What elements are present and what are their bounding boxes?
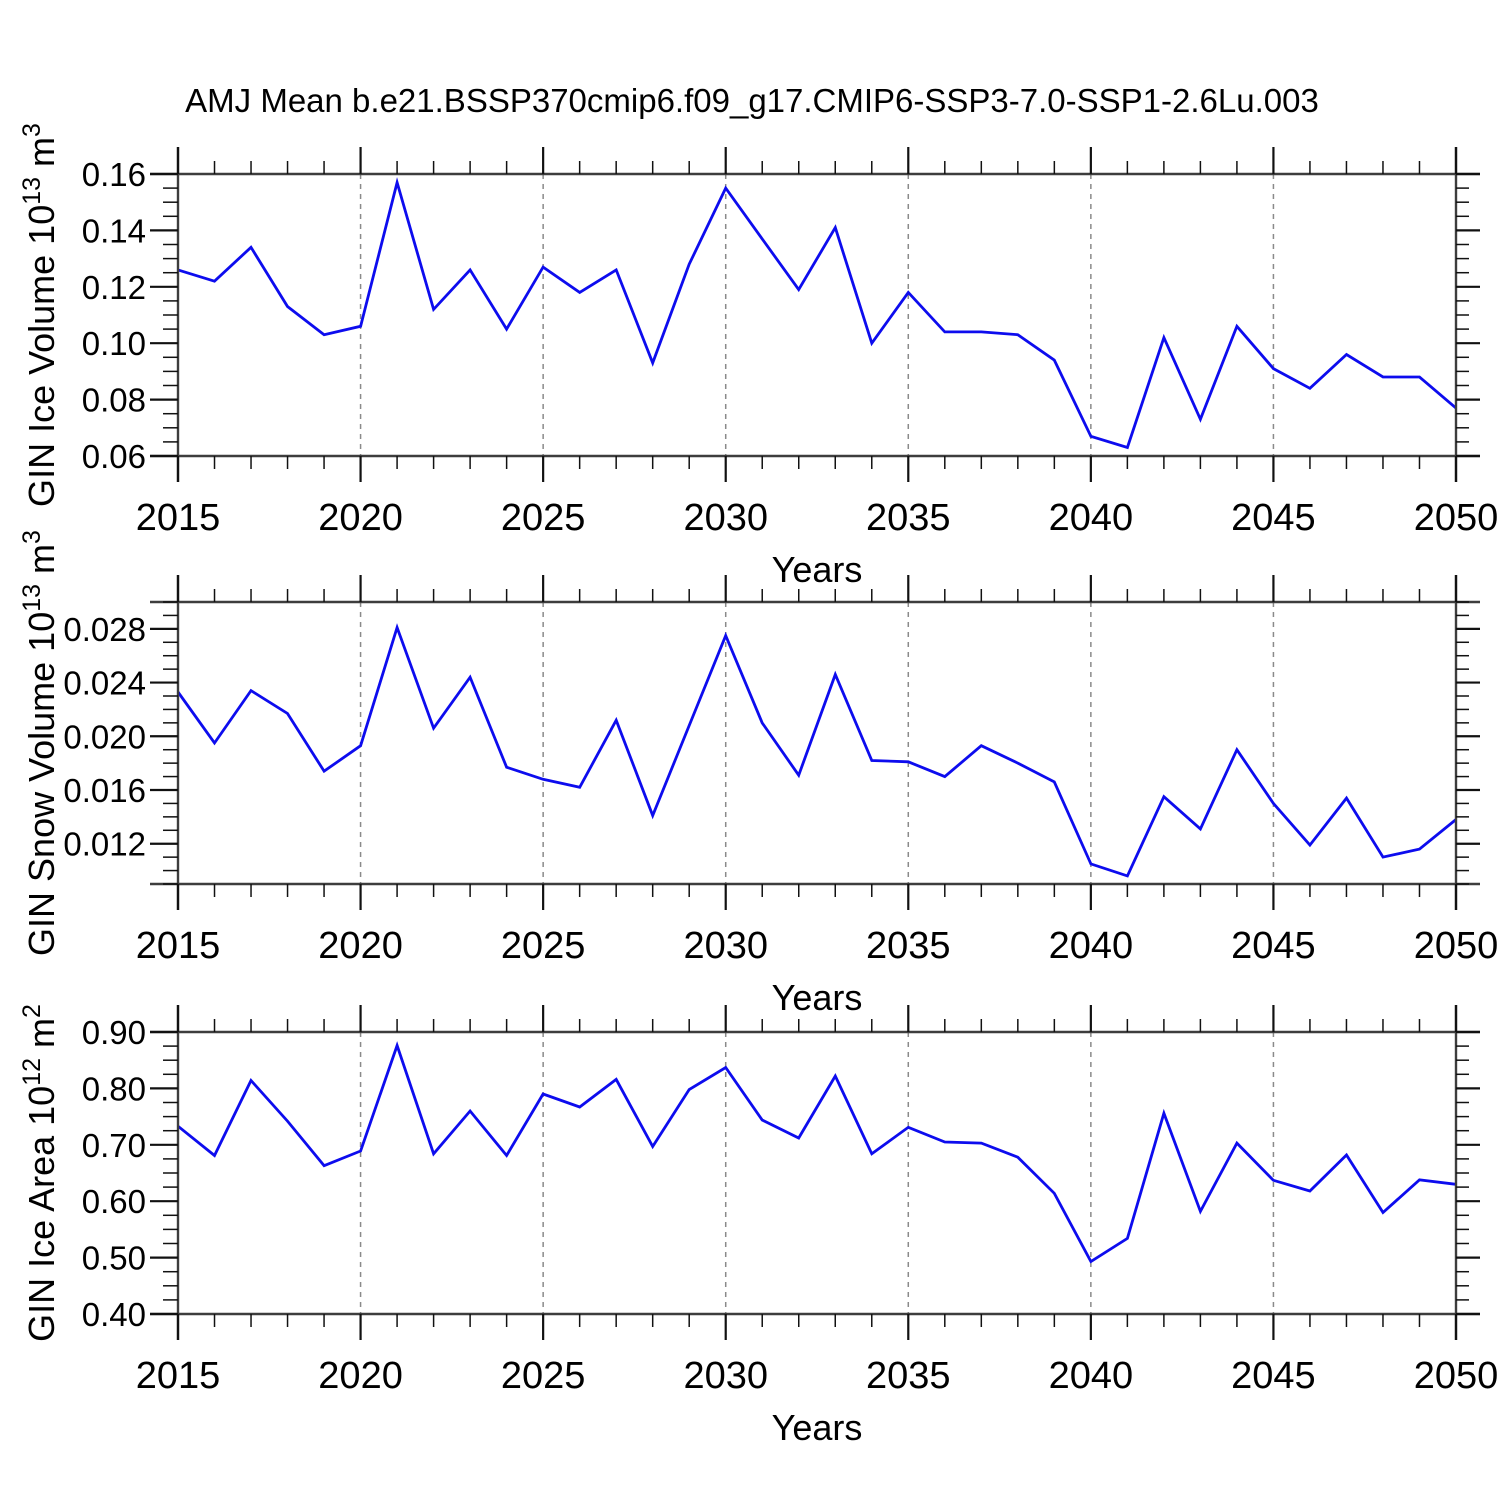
y-tick-label: 0.028	[63, 611, 146, 648]
x-tick-label: 2040	[1049, 497, 1134, 539]
line-series-gin-ice-area	[177, 1041, 1457, 1264]
y-tick-label: 0.90	[82, 1014, 146, 1051]
x-tick-label: 2035	[866, 497, 951, 539]
y-axis-label: GIN Ice Area 1012 m2	[18, 1004, 62, 1342]
x-tick-label: 2035	[866, 1355, 951, 1397]
x-tick-label: 2035	[866, 925, 951, 967]
panel-gin-snow-volume: 2015 2020 2025 2030 2035 2040 2045 2050 0.012 0.0…	[18, 530, 1498, 1018]
y-tick-label: 0.16	[82, 156, 146, 193]
x-tick-label: 2020	[318, 497, 403, 539]
x-tick-label: 2040	[1049, 1355, 1134, 1397]
y-tick-label: 0.80	[82, 1070, 146, 1107]
line-series-gin-snow-volume	[176, 623, 1457, 878]
x-tick-label: 2015	[136, 925, 221, 967]
y-tick-label: 0.14	[82, 212, 146, 249]
y-tick-label: 0.06	[82, 438, 146, 475]
x-tick-label: 2050	[1414, 925, 1499, 967]
x-tick-label: 2030	[683, 925, 768, 967]
x-tick-label: 2030	[683, 1355, 768, 1397]
y-tick-label: 0.10	[82, 325, 146, 362]
y-tick-label: 0.08	[82, 382, 146, 419]
x-tick-label: 2050	[1414, 1355, 1499, 1397]
panel-gin-ice-area: 2015 2020 2025 2030 2035 2040 2045 2050 0.40 0.50…	[18, 1004, 1498, 1448]
x-tick-label: 2045	[1231, 925, 1316, 967]
chart-title: AMJ Mean b.e21.BSSP370cmip6.f09_g17.CMIP…	[185, 82, 1319, 119]
line-series-gin-ice-volume	[177, 177, 1457, 450]
x-axis-label: Years	[772, 549, 863, 590]
panels-root: 2015 2020 2025 2030 2035 2040 2045 2050 0.06 0.08…	[18, 123, 1498, 1448]
x-tick-label: 2040	[1049, 925, 1134, 967]
x-tick-label: 2020	[318, 925, 403, 967]
y-tick-label: 0.12	[82, 269, 146, 306]
x-tick-label: 2020	[318, 1355, 403, 1397]
x-tick-label: 2045	[1231, 497, 1316, 539]
y-axis-label: GIN Ice Volume 1013 m3	[18, 123, 62, 507]
y-tick-label: 0.60	[82, 1183, 146, 1220]
y-tick-label: 0.016	[63, 772, 146, 809]
x-tick-label: 2025	[501, 497, 586, 539]
y-tick-label: 0.40	[82, 1296, 146, 1333]
y-axis-label: GIN Snow Volume 1013 m3	[18, 530, 62, 956]
x-axis-label: Years	[772, 1407, 863, 1448]
y-tick-label: 0.020	[63, 718, 146, 755]
x-tick-label: 2015	[136, 1355, 221, 1397]
y-tick-label: 0.70	[82, 1127, 146, 1164]
x-tick-label: 2030	[683, 497, 768, 539]
x-tick-label: 2050	[1414, 497, 1499, 539]
x-tick-label: 2025	[501, 925, 586, 967]
x-tick-label: 2025	[501, 1355, 586, 1397]
panel-gin-ice-volume: 2015 2020 2025 2030 2035 2040 2045 2050 0.06 0.08…	[18, 123, 1498, 590]
x-tick-label: 2015	[136, 497, 221, 539]
y-tick-label: 0.50	[82, 1240, 146, 1277]
x-axis-label: Years	[772, 977, 863, 1018]
y-tick-label: 0.024	[63, 665, 146, 702]
y-tick-label: 0.012	[63, 826, 146, 863]
x-tick-label: 2045	[1231, 1355, 1316, 1397]
